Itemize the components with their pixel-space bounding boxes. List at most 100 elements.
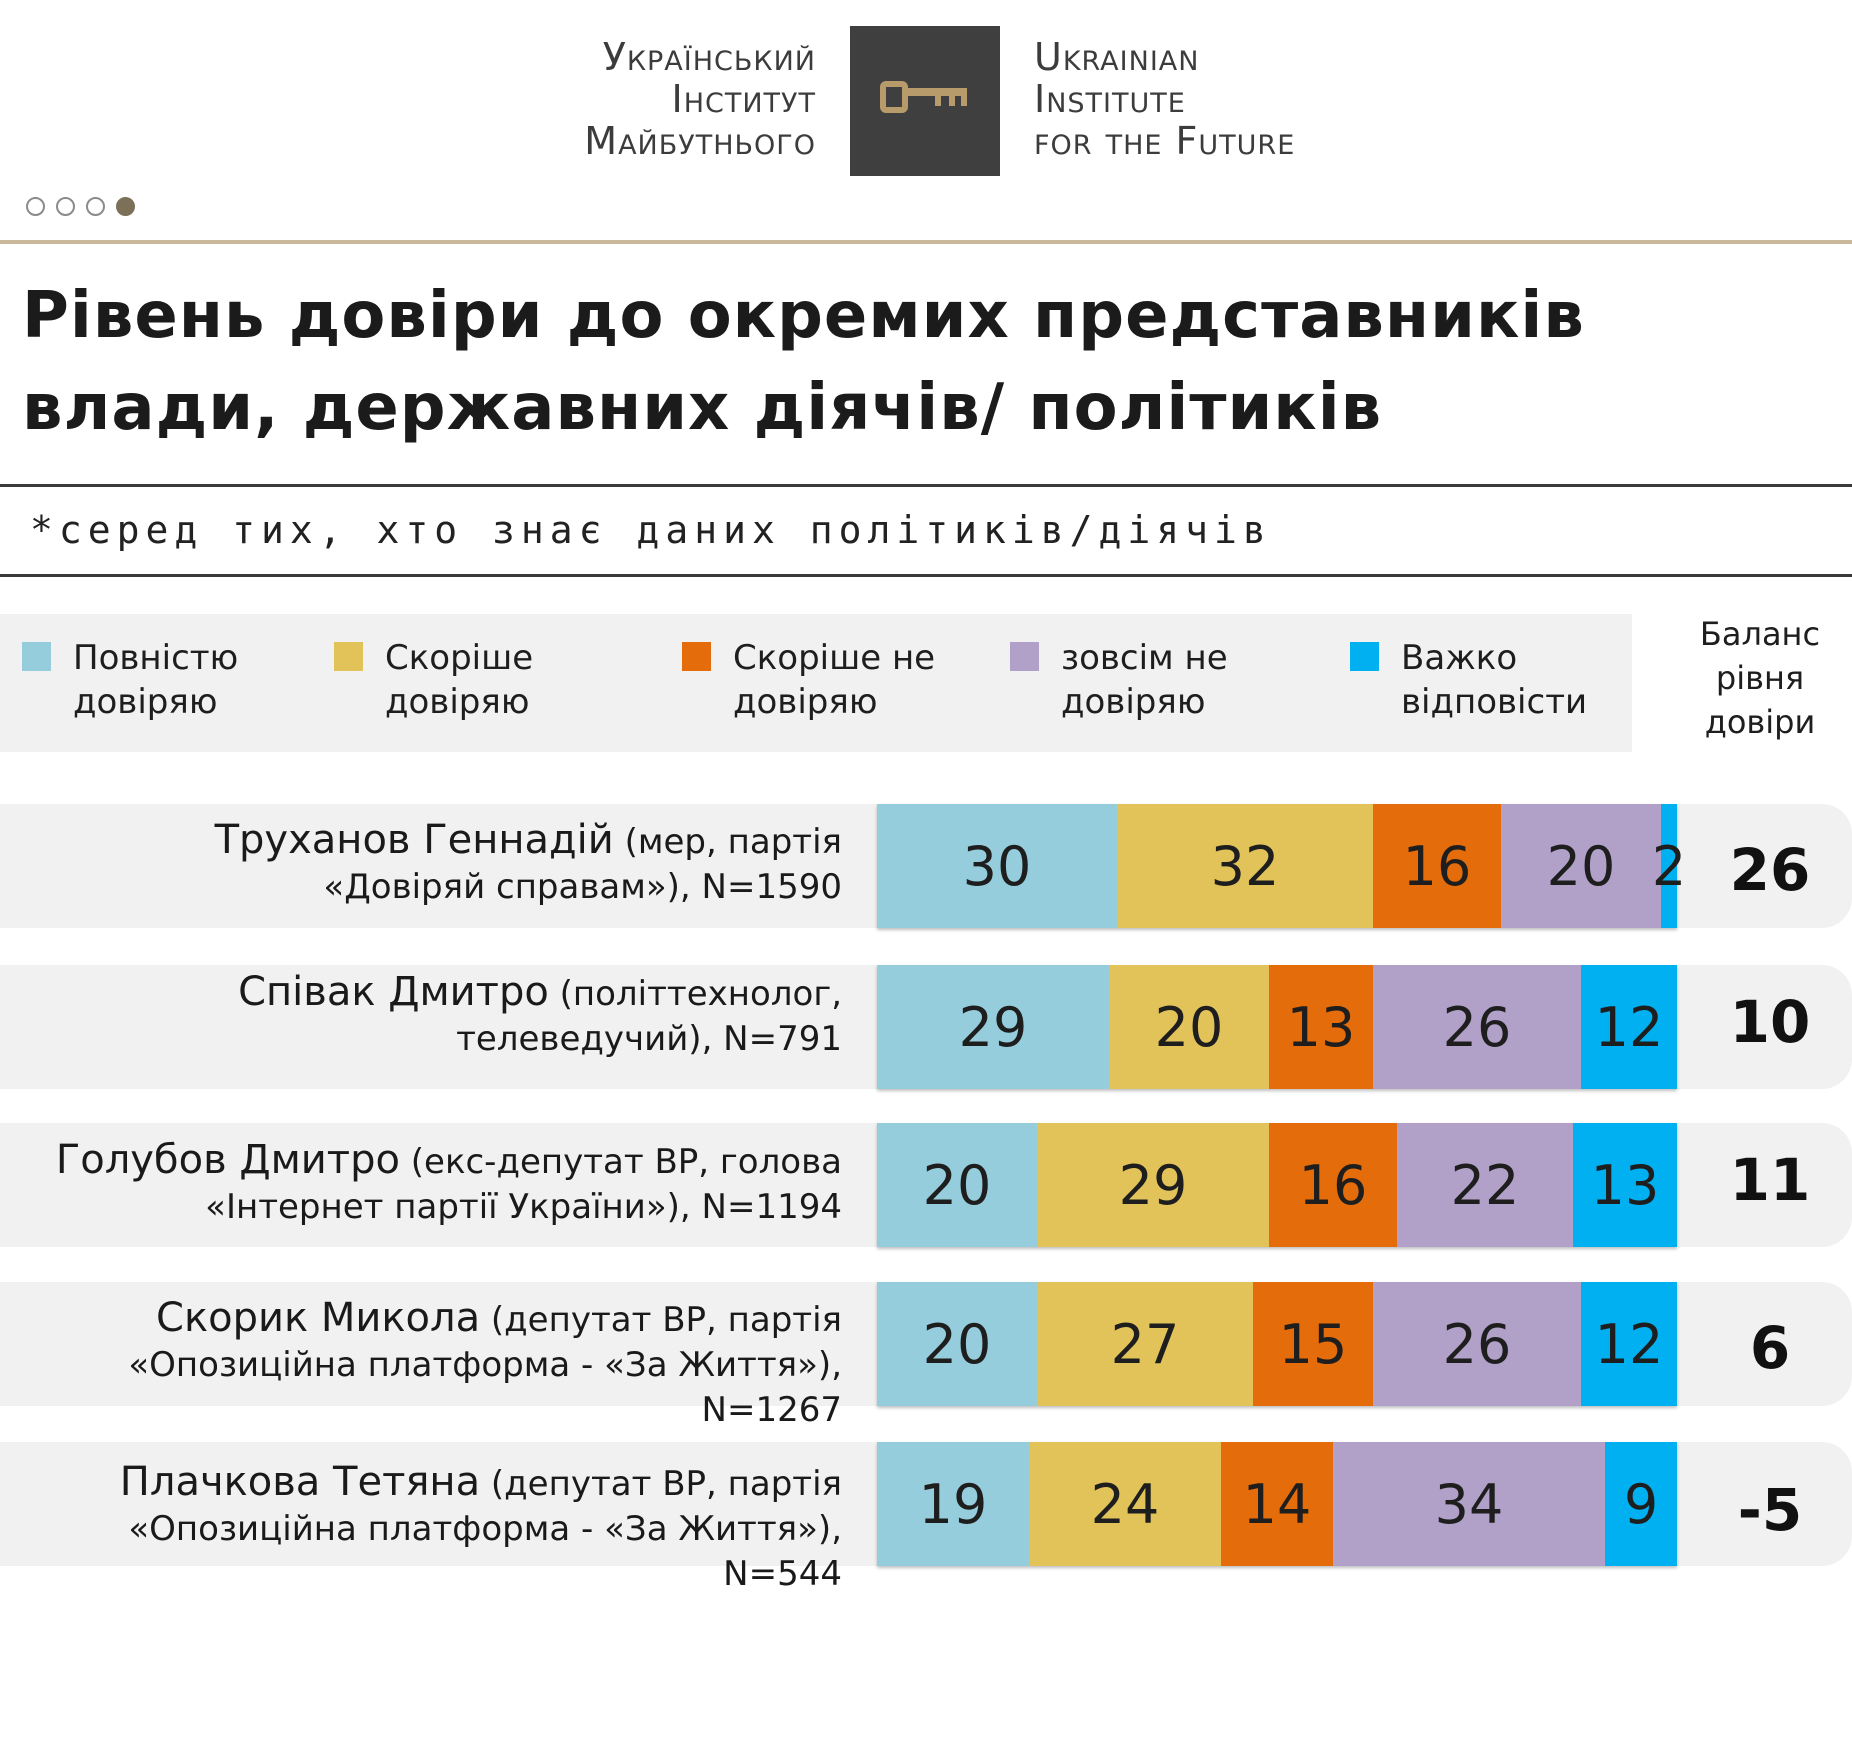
bar-segment-no-trust: 22 [1397, 1123, 1573, 1247]
legend [0, 614, 1632, 752]
logo-en-line-3: for the Future [1034, 119, 1296, 163]
bar-segment-full-trust: 19 [877, 1442, 1029, 1566]
slide-dot-1[interactable] [26, 197, 45, 216]
logo-text-ua: Український Інститут Майбутнього [430, 36, 816, 162]
logo-ua-line-1: Український [602, 35, 816, 79]
bar-value-label: 13 [1286, 995, 1356, 1059]
legend-swatch-rather-trust [334, 642, 363, 671]
legend-swatch-full-trust [22, 642, 51, 671]
row-desc-4: (депутат ВР, партія [480, 1464, 842, 1504]
slide-dot-3[interactable] [86, 197, 105, 216]
bar-value-label: 9 [1623, 1472, 1659, 1536]
legend-label-no-trust: зовсім не довіряю [1061, 638, 1228, 722]
title-divider [0, 484, 1852, 487]
row-desc-3: (депутат ВР, партія [480, 1300, 842, 1340]
bar-value-label: 12 [1594, 995, 1664, 1059]
bar-segment-rather-trust: 27 [1037, 1282, 1253, 1406]
bar-value-label: 20 [1546, 834, 1616, 898]
row-name-1: Співак Дмитро [238, 969, 549, 1015]
legend-label-full-trust: Повністю довіряю [73, 638, 239, 722]
logo-en-line-1: Ukrainian [1034, 35, 1200, 79]
bar-1: 29 20 13 26 12 [877, 965, 1677, 1089]
bar-value-label: 15 [1278, 1312, 1348, 1376]
legend-swatch-rather-distrust [682, 642, 711, 671]
row-name-0: Труханов Геннадій [214, 817, 614, 863]
balance-value-4: -5 [1737, 1476, 1803, 1544]
page-title: Рівень довіри до окремих представників в… [22, 279, 1585, 445]
legend-swatch-no-trust [1010, 642, 1039, 671]
bar-segment-rather-distrust: 16 [1373, 804, 1501, 928]
bar-segment-rather-distrust: 15 [1253, 1282, 1373, 1406]
legend-label-rather-trust: Скоріше довіряю [385, 638, 534, 722]
row-desc2-0: «Довіряй справам»), N=1590 [323, 867, 842, 907]
bar-value-label: 14 [1242, 1472, 1312, 1536]
bar-segment-rather-trust: 29 [1037, 1123, 1269, 1247]
row-desc-0: (мер, партія [613, 822, 842, 862]
legend-item-rather-distrust: Скоріше не довіряю [682, 636, 963, 724]
bar-segment-hard-to-say: 9 [1605, 1442, 1677, 1566]
bar-value-label: 13 [1590, 1153, 1660, 1217]
bar-segment-rather-trust: 32 [1117, 804, 1373, 928]
row-desc2-2: «Інтернет партії України»), N=1194 [205, 1187, 842, 1227]
bar-2: 20 29 16 22 13 [877, 1123, 1677, 1247]
bar-4: 19 24 14 34 9 [877, 1442, 1677, 1566]
balance-column-header: Баланс рівня довіри [1699, 615, 1821, 741]
row-desc-1: (політтехнолог, [548, 974, 842, 1014]
bar-segment-full-trust: 20 [877, 1282, 1037, 1406]
subtitle-divider [0, 574, 1852, 577]
row-desc-2: (екс-депутат ВР, голова [399, 1142, 842, 1182]
bar-segment-full-trust: 30 [877, 804, 1117, 928]
legend-label-rather-distrust: Скоріше не довіряю [733, 638, 936, 722]
bar-value-label: 22 [1450, 1153, 1520, 1217]
legend-item-rather-trust: Скоріше довіряю [334, 636, 615, 724]
bar-segment-hard-to-say: 2 [1652, 804, 1686, 928]
row-label-0: Труханов Геннадій (мер, партія «Довіряй … [0, 818, 842, 910]
legend-item-full-trust: Повністю довіряю [22, 636, 303, 724]
row-label-2: Голубов Дмитро (екс-депутат ВР, голова «… [0, 1138, 842, 1230]
bar-segment-no-trust: 26 [1373, 1282, 1581, 1406]
balance-value-2: 11 [1729, 1146, 1811, 1214]
logo-text-en: Ukrainian Institute for the Future [1034, 36, 1434, 162]
row-name-3: Скорик Микола [156, 1295, 481, 1341]
bar-segment-rather-distrust: 16 [1269, 1123, 1397, 1247]
bar-segment-no-trust: 34 [1333, 1442, 1605, 1566]
bar-value-label: 26 [1442, 995, 1512, 1059]
bar-segment-hard-to-say: 12 [1581, 965, 1677, 1089]
row-desc2-4: «Опозиційна платформа - «За Життя»), N=5… [128, 1509, 842, 1594]
legend-swatch-hard-to-say [1350, 642, 1379, 671]
row-desc2-3: «Опозиційна платформа - «За Життя»), N=1… [128, 1345, 842, 1430]
subtitle-note: *серед тих, хто знає даних політиків/дія… [30, 508, 1272, 552]
slide-indicator[interactable] [26, 197, 135, 216]
row-name-4: Плачкова Тетяна [119, 1459, 481, 1505]
row-label-3: Скорик Микола (депутат ВР, партія «Опози… [0, 1296, 842, 1433]
bar-value-label: 20 [922, 1153, 992, 1217]
bar-0: 30 32 16 20 2 [877, 804, 1686, 928]
bar-3: 20 27 15 26 12 [877, 1282, 1677, 1406]
header-divider [0, 240, 1852, 244]
key-icon [880, 81, 967, 113]
bar-segment-hard-to-say: 13 [1573, 1123, 1677, 1247]
bar-value-label: 16 [1402, 834, 1472, 898]
bar-value-label: 26 [1442, 1312, 1512, 1376]
bar-segment-rather-distrust: 14 [1221, 1442, 1333, 1566]
bar-segment-no-trust: 20 [1501, 804, 1661, 928]
bar-value-label: 19 [918, 1472, 988, 1536]
bar-segment-rather-distrust: 13 [1269, 965, 1373, 1089]
bar-value-label: 2 [1651, 834, 1687, 898]
bar-segment-rather-trust: 20 [1109, 965, 1269, 1089]
legend-item-hard-to-say: Важко відповісти [1350, 636, 1631, 724]
bar-value-label: 29 [958, 995, 1028, 1059]
legend-item-no-trust: зовсім не довіряю [1010, 636, 1291, 724]
balance-value-1: 10 [1729, 988, 1811, 1056]
bar-segment-full-trust: 29 [877, 965, 1109, 1089]
balance-value-3: 6 [1749, 1314, 1791, 1382]
bar-value-label: 27 [1110, 1312, 1180, 1376]
row-name-2: Голубов Дмитро [55, 1137, 400, 1183]
bar-segment-hard-to-say: 12 [1581, 1282, 1677, 1406]
bar-value-label: 12 [1594, 1312, 1664, 1376]
bar-segment-no-trust: 26 [1373, 965, 1581, 1089]
slide-dot-2[interactable] [56, 197, 75, 216]
slide-dot-4[interactable] [116, 197, 135, 216]
bar-value-label: 24 [1090, 1472, 1160, 1536]
bar-value-label: 20 [922, 1312, 992, 1376]
